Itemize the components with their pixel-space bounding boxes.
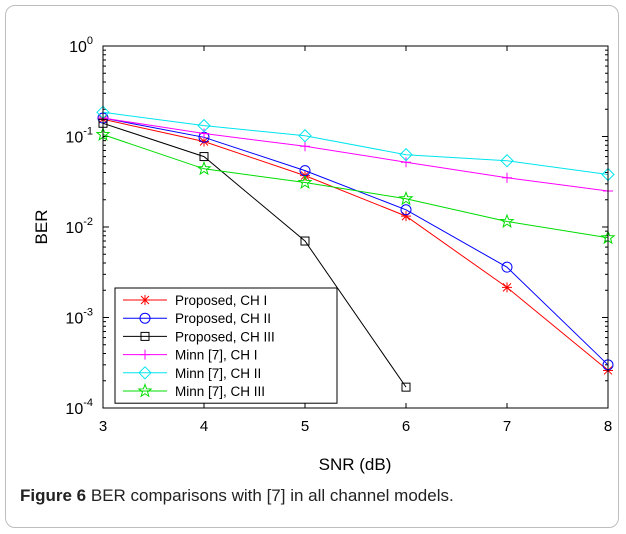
data-point [398,190,414,206]
legend: Proposed, CH I Proposed, CH II Proposed, C… [114,287,338,404]
legend-label: Minn [7], CH II [175,366,261,381]
data-point [500,154,514,168]
data-point [199,136,209,147]
data-point [196,160,212,176]
figure-caption: Figure 6 BER comparisons with [7] in all… [20,486,454,506]
x-tick-label: 5 [301,418,309,435]
data-point [401,382,411,392]
y-tick-label: 10-3 [65,307,93,328]
data-point [401,157,411,168]
y-tick-label: 10-4 [65,397,93,418]
y-axis-label: BER [32,210,51,245]
caption-text: BER comparisons with [7] in all channel … [90,486,454,505]
legend-label: Minn [7], CH III [175,384,265,399]
data-point [499,213,515,228]
legend-label: Proposed, CH II [175,311,271,326]
series-line [102,122,407,388]
data-point [300,236,310,246]
figure-frame [5,5,619,528]
x-tick-label: 3 [99,418,107,435]
legend-marker [139,312,151,324]
legend-box [114,287,338,404]
data-point [199,152,209,162]
series-line [102,134,609,239]
legend-marker [140,349,150,360]
data-point [502,282,512,293]
series-layer [95,105,616,392]
x-tick-label: 6 [402,418,410,435]
data-point [197,118,211,133]
x-axis-label: SNR (dB) [319,455,392,474]
legend-label: Proposed, CH III [175,329,275,344]
data-point [400,204,412,216]
series-line [102,111,609,175]
legend-marker [138,366,152,380]
series-diamond [96,105,615,182]
data-point [297,174,313,189]
data-point [298,129,312,143]
x-tick-label: 8 [604,418,612,435]
data-point [199,128,209,139]
y-tick-label: 100 [69,35,93,56]
y-tick-label: 10-2 [65,216,93,237]
x-tick-label: 4 [200,418,208,435]
caption-label: Figure 6 [20,486,87,505]
plot-border [102,45,609,409]
legend-marker [137,383,153,398]
data-point [502,172,512,183]
legend-label: Minn [7], CH I [175,348,258,363]
data-point [401,211,411,222]
legend-label: Proposed, CH I [175,293,267,308]
data-point [399,147,413,162]
data-point [300,141,310,152]
series-line [102,117,609,192]
legend-marker [140,331,150,341]
data-point [501,261,513,273]
x-tick-label: 7 [503,418,511,435]
series-line [102,118,609,371]
legend-marker [140,295,150,305]
y-tick-label: 10-1 [65,126,93,147]
